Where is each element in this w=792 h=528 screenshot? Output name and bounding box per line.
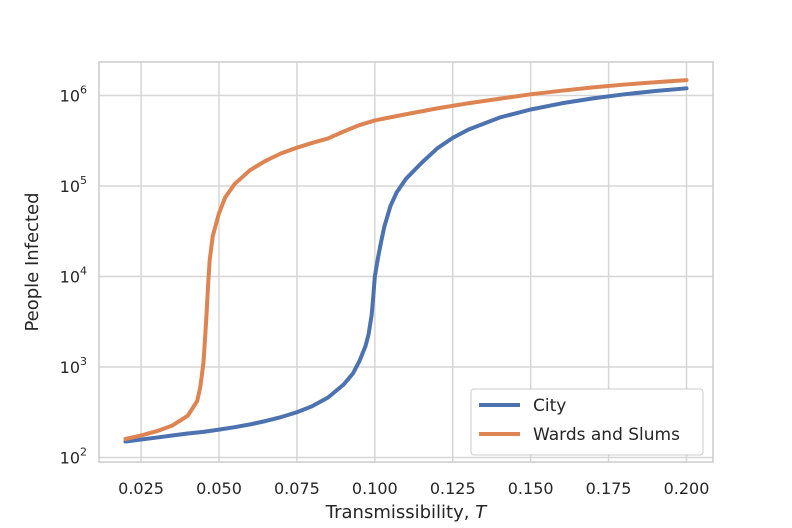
- y-axis-ticks: 102 103 104 105 106: [60, 83, 87, 467]
- y-tick-label: 105: [60, 174, 87, 196]
- y-axis-label: People Infected: [22, 192, 43, 331]
- x-tick-label: 0.025: [118, 479, 164, 498]
- x-axis-symbol: T: [475, 502, 488, 523]
- x-tick-label: 0.100: [352, 479, 398, 498]
- series-line-city: [123, 86, 689, 444]
- x-tick-label: 0.125: [430, 479, 476, 498]
- legend-label-city: City: [533, 396, 566, 416]
- plot-area: [98, 61, 714, 463]
- x-tick-label: 0.075: [274, 479, 320, 498]
- series-line-wards-and-slums: [123, 78, 689, 441]
- legend: City Wards and Slums: [470, 388, 704, 456]
- x-tick-label: 0.050: [196, 479, 242, 498]
- y-tick-label: 103: [60, 355, 87, 377]
- legend-box: [470, 388, 704, 456]
- x-axis-label: Transmissibility, T: [325, 502, 488, 523]
- x-tick-label: 0.150: [508, 479, 554, 498]
- y-tick-label: 106: [60, 83, 87, 105]
- x-tick-label: 0.175: [586, 479, 632, 498]
- series-layer: [123, 78, 689, 444]
- x-tick-label: 0.200: [664, 479, 710, 498]
- legend-label-wards-and-slums: Wards and Slums: [533, 425, 680, 445]
- y-tick-label: 104: [60, 264, 87, 286]
- x-axis-ticks: 0.025 0.050 0.075 0.100 0.125 0.150 0.175 0.200: [118, 479, 709, 498]
- y-tick-label: 102: [60, 445, 87, 467]
